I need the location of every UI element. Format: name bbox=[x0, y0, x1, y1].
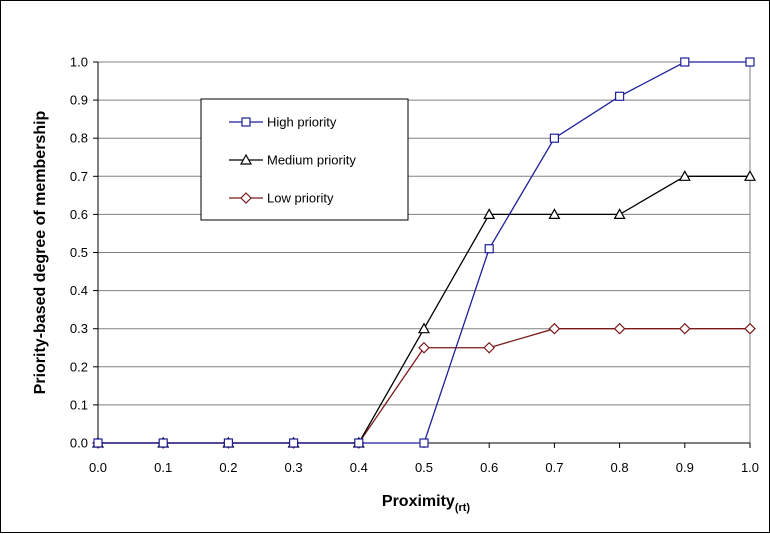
data-point bbox=[417, 322, 431, 334]
legend-label: High priority bbox=[267, 115, 337, 130]
y-tick-label: 1.0 bbox=[70, 55, 88, 70]
data-point bbox=[678, 170, 691, 181]
data-point bbox=[223, 438, 233, 448]
series-line bbox=[98, 175, 750, 444]
y-tick-label: 0.8 bbox=[70, 131, 88, 146]
x-tick-label: 0.2 bbox=[219, 460, 237, 475]
data-point bbox=[614, 91, 625, 101]
data-point bbox=[484, 244, 494, 254]
data-point bbox=[483, 208, 496, 219]
x-tick-label: 1.0 bbox=[741, 460, 759, 475]
y-tick-label: 0.4 bbox=[70, 283, 88, 298]
y-tick-label: 0.6 bbox=[70, 207, 88, 222]
legend: High priority Medium priority Low priority bbox=[200, 98, 409, 221]
data-point bbox=[548, 208, 561, 219]
data-point bbox=[93, 438, 103, 448]
x-tick-label: 0.0 bbox=[89, 460, 107, 475]
series-layer bbox=[91, 57, 757, 449]
x-tick-label: 0.5 bbox=[415, 460, 433, 475]
y-tick-label: 0.5 bbox=[70, 245, 88, 260]
data-point bbox=[680, 57, 690, 67]
legend-entry: Medium priority bbox=[229, 153, 356, 168]
data-point bbox=[419, 438, 429, 448]
data-point bbox=[483, 341, 496, 354]
y-tick-label: 0.0 bbox=[70, 436, 88, 451]
data-point bbox=[158, 438, 168, 448]
legend-marker bbox=[240, 192, 252, 204]
x-tick-label: 0.7 bbox=[545, 460, 563, 475]
y-axis: 0.0 0.1 0.2 0.3 0.4 0.5 0.6 0.7 0.8 0.9 1.0 bbox=[70, 55, 98, 451]
y-tick-label: 0.3 bbox=[70, 321, 88, 336]
data-point bbox=[354, 438, 364, 448]
legend-marker bbox=[241, 117, 251, 127]
x-tick-label: 0.9 bbox=[676, 460, 694, 475]
y-axis-title: Priority-based degree of membership bbox=[32, 110, 49, 394]
data-point bbox=[613, 208, 626, 219]
x-tick-label: 0.3 bbox=[285, 460, 303, 475]
data-point bbox=[613, 322, 626, 335]
data-point bbox=[678, 322, 691, 335]
y-tick-label: 0.9 bbox=[70, 93, 88, 108]
x-axis: 0.0 0.1 0.2 0.3 0.4 0.5 0.6 0.7 0.8 0.9 1.0 bbox=[89, 62, 759, 475]
x-tick-label: 0.1 bbox=[154, 460, 172, 475]
data-point bbox=[418, 341, 430, 354]
x-tick-label: 0.6 bbox=[480, 460, 498, 475]
data-point bbox=[745, 57, 755, 67]
series-medium-priority bbox=[91, 170, 757, 448]
data-point bbox=[743, 170, 757, 181]
data-point bbox=[548, 322, 561, 335]
x-tick-label: 0.8 bbox=[611, 460, 629, 475]
grid-lines bbox=[98, 61, 750, 444]
y-tick-label: 0.7 bbox=[70, 169, 88, 184]
y-tick-label: 0.1 bbox=[70, 397, 88, 412]
y-tick-label: 0.2 bbox=[70, 359, 88, 374]
series-low-priority bbox=[92, 322, 756, 449]
data-point bbox=[289, 438, 299, 448]
legend-label: Low priority bbox=[267, 191, 334, 206]
series-high-priority bbox=[93, 57, 755, 448]
legend-entry: Low priority bbox=[229, 191, 334, 206]
legend-marker bbox=[239, 153, 253, 165]
data-point bbox=[549, 133, 560, 143]
data-point bbox=[744, 322, 756, 335]
x-axis-title: Proximity(rt) bbox=[382, 493, 471, 514]
legend-label: Medium priority bbox=[267, 153, 356, 168]
x-tick-label: 0.4 bbox=[350, 460, 368, 475]
legend-entry: High priority bbox=[229, 115, 337, 130]
